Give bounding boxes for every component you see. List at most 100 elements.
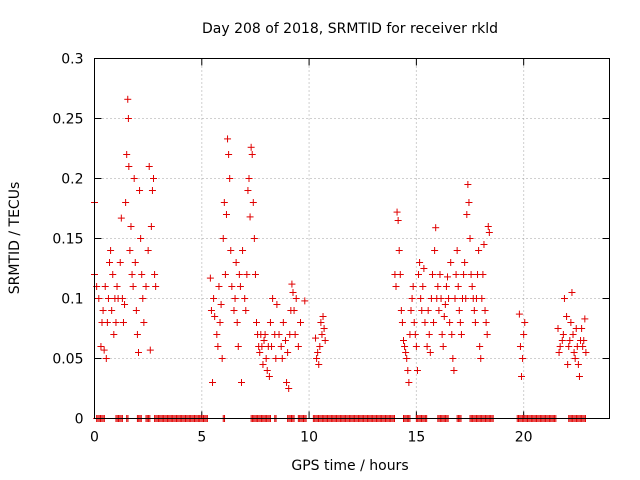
data-point [206, 274, 214, 282]
data-point [241, 295, 249, 302]
y-tick-label: 0.1 [61, 292, 83, 308]
data-point [258, 343, 266, 350]
data-point [124, 115, 132, 122]
data-point [392, 283, 400, 290]
data-point [455, 307, 463, 314]
data-point [460, 271, 468, 278]
data-point [467, 271, 475, 278]
data-point [104, 295, 112, 302]
data-point [463, 211, 471, 218]
data-point [261, 331, 269, 338]
data-point [481, 307, 489, 314]
y-tick-label: 0.25 [52, 112, 83, 128]
data-point [277, 343, 285, 350]
data-point [518, 373, 526, 380]
data-point [125, 163, 133, 170]
data-point [421, 319, 429, 326]
data-point [95, 295, 103, 302]
chart-title: Day 208 of 2018, SRMTID for receiver rkl… [202, 21, 498, 37]
data-point [439, 343, 447, 350]
data-point [266, 319, 274, 326]
data-point [281, 337, 289, 344]
data-point [218, 355, 226, 362]
data-point [232, 259, 240, 266]
data-point [402, 349, 410, 356]
data-point [237, 379, 245, 386]
data-point [112, 319, 120, 326]
data-point [480, 241, 488, 248]
data-point [441, 301, 449, 308]
data-point [152, 283, 160, 290]
data-point [268, 343, 276, 350]
data-point [147, 223, 155, 230]
data-point [215, 283, 223, 290]
data-point [408, 295, 416, 302]
data-point [558, 337, 566, 344]
data-point [318, 331, 326, 338]
data-point [436, 271, 444, 278]
data-point [428, 271, 436, 278]
data-point [145, 163, 153, 170]
data-point [247, 143, 255, 151]
data-point [566, 337, 574, 344]
data-point [515, 310, 523, 318]
data-point [475, 247, 483, 254]
data-point [128, 271, 136, 278]
data-point [137, 235, 145, 242]
data-point [222, 211, 230, 218]
data-point [409, 283, 417, 290]
data-point [144, 247, 152, 254]
data-point [234, 343, 242, 350]
data-point [297, 319, 304, 326]
data-point [133, 331, 141, 338]
data-point [393, 208, 401, 216]
data-point [465, 199, 473, 206]
data-point [259, 361, 267, 368]
data-point [419, 283, 427, 290]
data-point [233, 319, 241, 326]
data-point [316, 343, 324, 350]
data-point [438, 331, 446, 338]
data-point [312, 334, 320, 342]
data-point [217, 301, 225, 308]
data-point [129, 283, 137, 290]
data-point [476, 343, 484, 350]
data-point [116, 259, 124, 266]
x-tick-label: 15 [407, 430, 425, 446]
data-point [560, 295, 568, 302]
data-point [251, 271, 259, 278]
data-point [443, 273, 451, 281]
tick-labels: 0 5 10 15 20 0 0.05 0.1 0.15 0.2 0.25 0.3 [52, 52, 532, 446]
data-point [319, 313, 327, 320]
data-point [207, 307, 215, 314]
data-point [321, 337, 329, 344]
data-point [411, 331, 419, 338]
data-point [404, 367, 412, 374]
data-point [484, 223, 492, 230]
x-tick-label: 0 [90, 430, 99, 446]
data-point [294, 343, 302, 350]
data-point [110, 331, 118, 338]
data-point [575, 373, 583, 380]
grid [94, 58, 610, 419]
data-point [574, 361, 582, 368]
data-point [449, 355, 457, 362]
data-point [555, 349, 563, 356]
data-point [412, 343, 420, 350]
data-point [131, 259, 139, 266]
data-point [313, 355, 321, 362]
data-point [415, 271, 423, 278]
data-point [121, 301, 129, 308]
data-point [397, 307, 405, 314]
data-point [106, 259, 114, 266]
data-point [450, 367, 458, 374]
data-point [221, 271, 229, 278]
data-point [246, 213, 254, 221]
data-point [231, 295, 239, 302]
data-point [468, 283, 476, 290]
data-point [126, 247, 134, 254]
data-point [108, 307, 116, 314]
data-point [478, 295, 486, 302]
data-point [214, 343, 222, 350]
data-point [413, 367, 421, 374]
